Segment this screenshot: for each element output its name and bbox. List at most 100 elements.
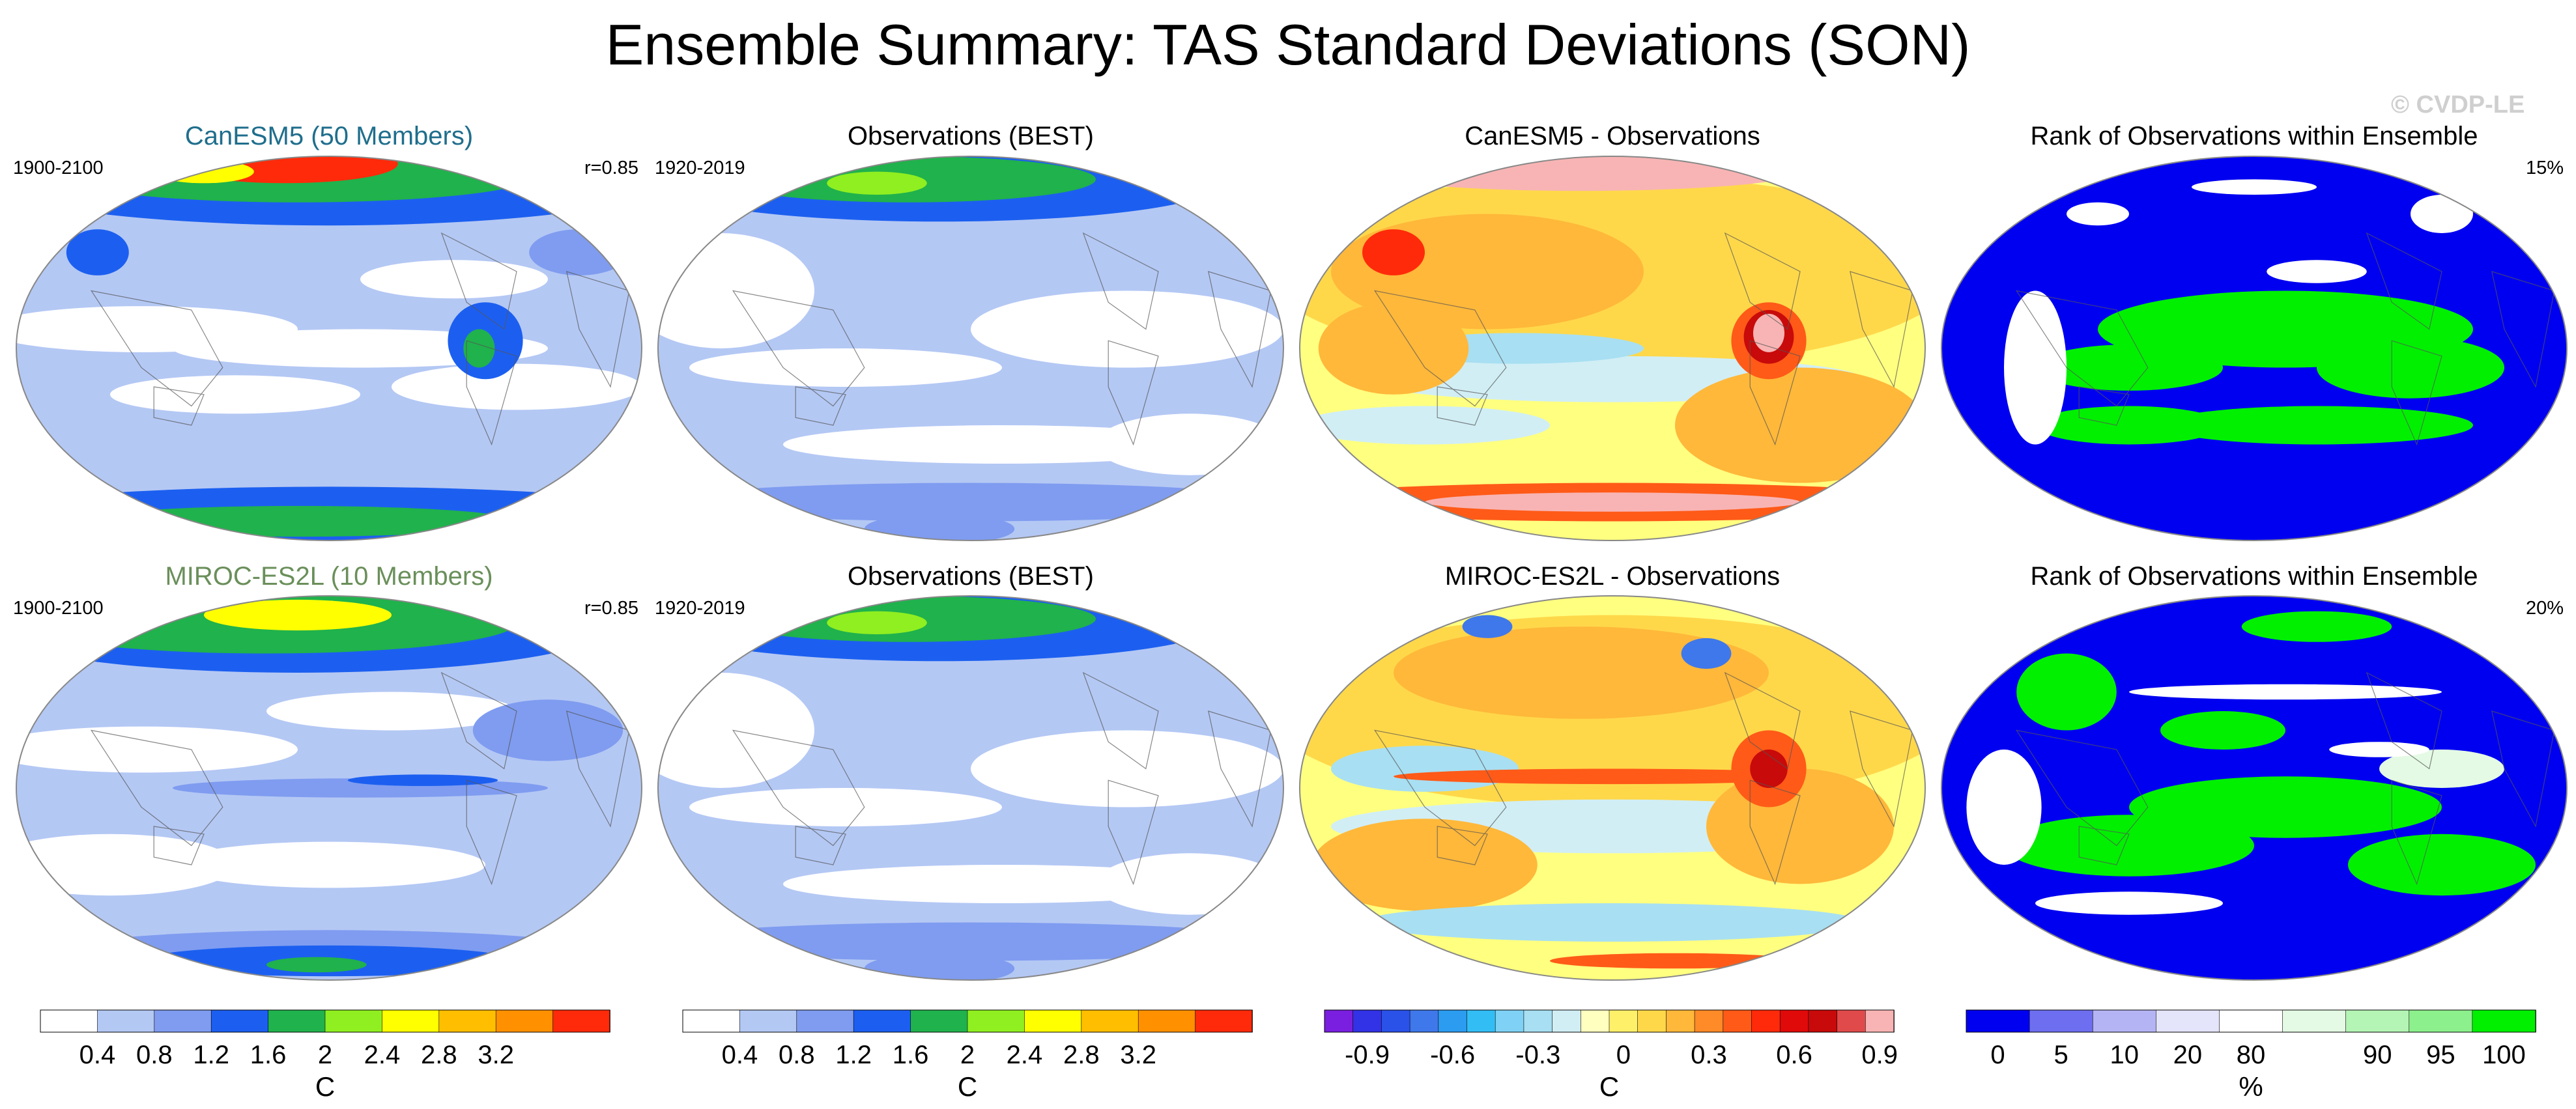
panel-title: CanESM5 - Observations (1465, 122, 1760, 150)
map-contour-region (658, 233, 814, 348)
map-contour-region (1753, 313, 1784, 352)
colorbar-swatch (40, 1009, 98, 1033)
map-contour-region (2035, 406, 2223, 445)
panel-title: Rank of Observations within Ensemble (2031, 562, 2478, 591)
colorbar-swatch (210, 1009, 269, 1033)
colorbar-tick-label: 1.6 (250, 1041, 287, 1069)
continent-outline (90, 290, 223, 407)
colorbar-swatch (495, 1009, 554, 1033)
continent-outline (1849, 271, 1913, 388)
continent-outline (795, 826, 846, 865)
map-field (658, 156, 1283, 540)
colorbar-swatch (2472, 1009, 2536, 1033)
colorbar-tick-label: 0.8 (779, 1041, 815, 1069)
map-contour-region (110, 375, 360, 414)
colorbar-swatch (1779, 1009, 1809, 1033)
continent-outline (1849, 710, 1913, 828)
colorbar-frame (40, 1009, 610, 1033)
colorbar-tick-label: 1.2 (193, 1041, 229, 1069)
colorbar-tick-label: 3.2 (478, 1041, 514, 1069)
continent-outline (1724, 232, 1801, 330)
colorbar-tick-label: 1.2 (835, 1041, 872, 1069)
colorbar-tick-label: 0.8 (136, 1041, 173, 1069)
colorbar-swatch (2092, 1009, 2157, 1033)
panel-stat-label: 20% (2526, 598, 2564, 619)
continent-outline (2078, 386, 2130, 426)
colorbar-swatch (1865, 1009, 1895, 1033)
colorbar-tick-label: -0.3 (1515, 1041, 1560, 1069)
continent-outline (153, 826, 205, 865)
panel-canesm5-mean: CanESM5 (50 Members) 1900-2100 r=0.85 (13, 122, 642, 541)
map-contour-region (1331, 746, 1519, 792)
map-contour-region (2067, 202, 2129, 226)
map-contour-region (266, 692, 517, 731)
panel-stat-label: r=0.85 (584, 158, 638, 178)
continent-outline (795, 386, 846, 426)
map-contour-region (1362, 229, 1425, 275)
globe-border (16, 595, 642, 981)
continent-outline (466, 340, 517, 446)
continent-outline (466, 779, 517, 886)
continent-outline (2366, 671, 2442, 770)
colorbar-swatch (1409, 1009, 1439, 1033)
continent-outline (2015, 290, 2149, 407)
map-field (16, 596, 642, 980)
map-contour-region (1425, 492, 1800, 512)
panel-canesm5-minus-obs: CanESM5 - Observations (1299, 122, 1926, 541)
panel-stat-label: r=0.85 (584, 598, 638, 619)
colorbar-tick-label: 0.9 (1861, 1041, 1898, 1069)
map-contour-region (2129, 776, 2442, 838)
panel-period-label: 1920-2019 (655, 598, 745, 619)
colorbar-tick-label: -0.6 (1430, 1041, 1475, 1069)
colorbar-rank: 0 5 10 20 80 90 95 100% (1966, 1009, 2536, 1102)
colorbar-swatch (739, 1009, 797, 1033)
continent-outline (1373, 729, 1507, 847)
map-contour-region (2379, 750, 2504, 788)
globe-border (1299, 156, 1926, 541)
colorbar-tick-label: 90 (2363, 1041, 2392, 1069)
colorbar-tick-label: 2.4 (1007, 1041, 1043, 1069)
colorbar-swatch (438, 1009, 496, 1033)
map-contour-region (658, 483, 1283, 522)
map-contour-region (1462, 615, 1513, 638)
colorbar-swatch (796, 1009, 855, 1033)
coastlines (1373, 232, 1913, 446)
map-contour-region (360, 260, 548, 299)
globe-border (657, 595, 1284, 981)
colorbar-swatch (1138, 1009, 1196, 1033)
map-contour-region (1300, 406, 1550, 445)
globe-border (1941, 156, 2568, 541)
continent-outline (1373, 290, 1507, 407)
coastlines (732, 671, 1272, 886)
colorbar-swatch (1467, 1009, 1496, 1033)
colorbar-tick-label: 2 (318, 1041, 332, 1069)
continent-outline (1437, 826, 1488, 865)
map-contour-region (2267, 260, 2367, 283)
continent-outline (1082, 671, 1159, 770)
continent-outline (2491, 271, 2555, 388)
continent-outline (1749, 779, 1801, 886)
coastlines (2015, 671, 2555, 886)
map-contour-region (2241, 611, 2392, 642)
continent-outline (2391, 340, 2442, 446)
panel-miroc-mean: MIROC-ES2L (10 Members) 1900-2100 r=0.85 (13, 562, 642, 981)
colorbar-swatch (1609, 1009, 1639, 1033)
map-contour-region (1675, 367, 1925, 483)
continent-outline (2491, 710, 2555, 828)
colorbar-swatch (1081, 1009, 1139, 1033)
colorbar-swatch (2219, 1009, 2283, 1033)
map-contour-region (2329, 742, 2429, 757)
colorbar-swatch (1352, 1009, 1382, 1033)
colorbar-tick-label: 80 (2237, 1041, 2266, 1069)
colorbar-swatch (1024, 1009, 1082, 1033)
colorbar-tick-label: 5 (2054, 1041, 2068, 1069)
continent-outline (2391, 779, 2442, 886)
colorbar-diff: -0.9 -0.6 -0.3 0 0.3 0.6 0.9 C (1324, 1009, 1898, 1102)
colorbar-tick-label: 0 (1616, 1041, 1631, 1069)
colorbar-tick-label: 2.4 (364, 1041, 401, 1069)
continent-outline (2015, 729, 2149, 847)
panel-rank-miroc: Rank of Observations within Ensemble 20% (1941, 562, 2568, 981)
panel-title: Rank of Observations within Ensemble (2031, 122, 2478, 150)
colorbar-swatch (1381, 1009, 1410, 1033)
colorbar-tick-label: 3.2 (1120, 1041, 1156, 1069)
